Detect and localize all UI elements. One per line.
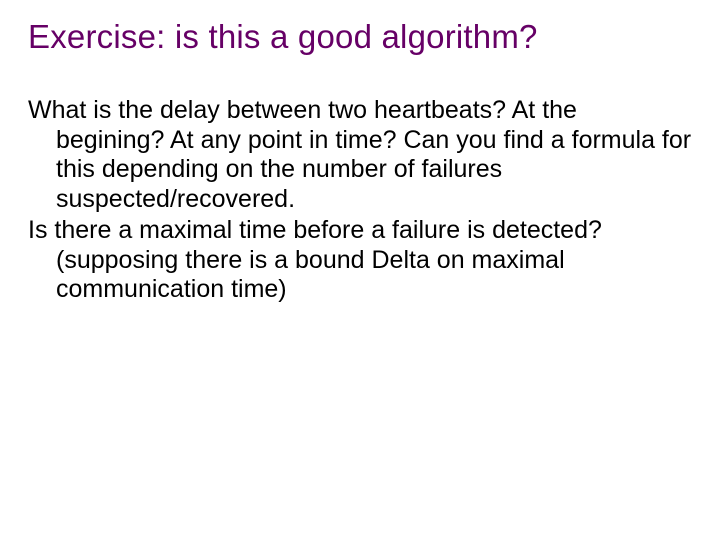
paragraph-2: Is there a maximal time before a failure… (28, 216, 692, 305)
slide: Exercise: is this a good algorithm? What… (0, 0, 720, 540)
paragraph-1: What is the delay between two heartbeats… (28, 96, 692, 214)
slide-title: Exercise: is this a good algorithm? (28, 18, 692, 56)
slide-body: What is the delay between two heartbeats… (28, 96, 692, 305)
